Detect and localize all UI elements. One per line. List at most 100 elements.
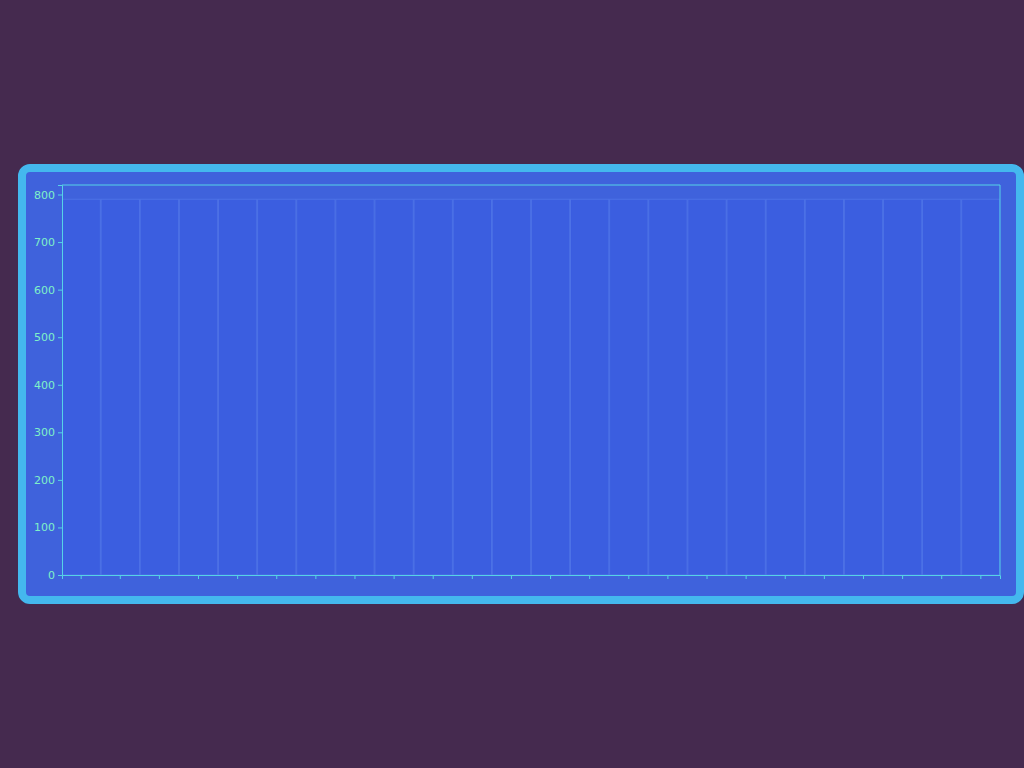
x-tick-mark [120,575,121,579]
x-tick-mark [785,575,786,579]
bar [805,199,843,575]
y-axis: 0 100 200 300 400 500 600 700 800 [34,186,63,583]
x-tick-mark [81,575,82,579]
x-axis-line [63,576,1001,580]
y-tick-label: 0 [48,569,55,582]
y-tick-mark [58,385,62,386]
x-tick-mark [628,575,629,579]
y-tick-label: 800 [34,189,55,202]
x-tick-mark [667,575,668,579]
x-tick [237,575,238,579]
x-tick [120,575,121,579]
bar [414,199,452,575]
x-tick-mark [707,575,708,579]
x-tick-mark [276,575,277,579]
bar [62,199,100,575]
bar [258,199,296,575]
bar [649,199,687,575]
y-tick: 200 [34,474,62,487]
x-tick-mark [394,575,395,579]
x-tick [394,575,395,579]
x-tick-mark [433,575,434,579]
x-tick-mark [354,575,355,579]
y-tick: 300 [34,426,62,439]
x-tick [785,575,786,579]
y-tick: 100 [34,521,62,534]
x-tick-mark [902,575,903,579]
x-tick-mark [980,575,981,579]
y-tick: 400 [34,379,62,392]
x-tick [902,575,903,579]
y-tick-mark [58,195,62,196]
x-tick [433,575,434,579]
x-tick-mark [472,575,473,579]
y-tick-label: 200 [34,474,55,487]
frame [62,185,1000,186]
bar [179,199,217,575]
y-tick-mark [58,242,62,243]
chart: 0 100 200 300 400 500 600 700 800 [0,0,1024,768]
bar [531,199,569,575]
x-tick [315,575,316,579]
y-tick-label: 300 [34,426,55,439]
x-tick [354,575,355,579]
x-tick [824,575,825,579]
bar [140,199,178,575]
bar [844,199,882,575]
bar [727,199,765,575]
bar [923,199,961,575]
x-tick [667,575,668,579]
x-tick [276,575,277,579]
y-axis-line [58,186,63,576]
bar [453,199,491,575]
x-tick [980,575,981,579]
x-tick-mark [511,575,512,579]
x-axis [63,575,1001,579]
y-tick-label: 500 [34,331,55,344]
x-tick [628,575,629,579]
bar [375,199,413,575]
x-tick-mark [589,575,590,579]
frame [1000,185,1001,575]
bar [101,199,139,575]
y-tick-label: 400 [34,379,55,392]
y-tick-label: 100 [34,521,55,534]
bar [883,199,921,575]
x-tick [550,575,551,579]
x-tick-mark [159,575,160,579]
bar [571,199,609,575]
x-tick [511,575,512,579]
x-tick [863,575,864,579]
y-tick: 800 [34,189,62,202]
x-tick-mark [237,575,238,579]
bar [218,199,256,575]
x-tick-mark [550,575,551,579]
panel [22,168,1020,600]
x-tick-mark [863,575,864,579]
x-tick [472,575,473,579]
x-tick [589,575,590,579]
y-tick: 0 [48,569,62,582]
x-tick [746,575,747,579]
y-tick: 500 [34,331,62,344]
x-tick-mark [941,575,942,579]
bar [492,199,530,575]
y-tick-mark [58,290,62,291]
y-tick-label: 600 [34,284,55,297]
bar [962,199,1000,575]
bar [688,199,726,575]
x-tick [941,575,942,579]
y-tick-label: 700 [34,236,55,249]
x-tick-mark [746,575,747,579]
y-tick-mark [58,575,62,576]
y-tick-mark [58,480,62,481]
y-tick: 700 [34,236,62,249]
x-tick [707,575,708,579]
x-tick-mark [198,575,199,579]
x-tick [81,575,82,579]
bar [610,199,648,575]
bars [62,199,1000,575]
y-tick: 600 [34,284,62,297]
bar [766,199,804,575]
y-tick-mark [58,527,62,528]
